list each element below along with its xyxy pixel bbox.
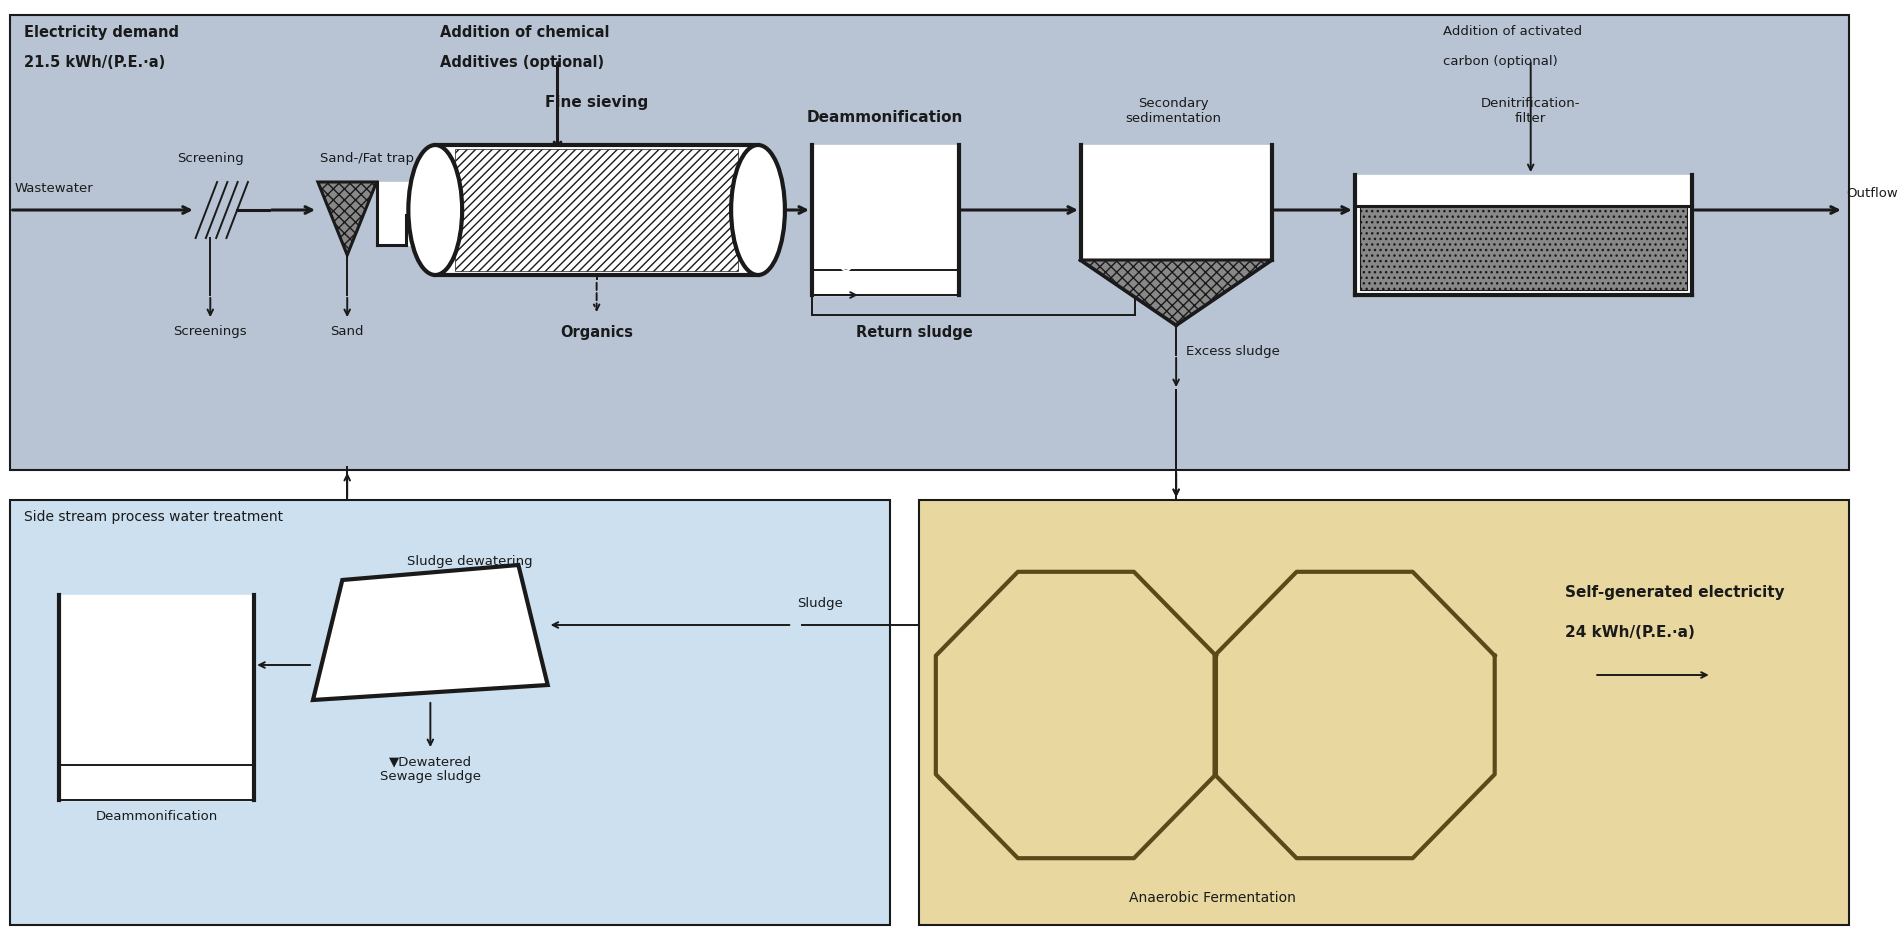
Text: Addition of chemical: Addition of chemical	[441, 25, 610, 40]
Bar	[435, 145, 758, 275]
Polygon shape	[376, 182, 416, 245]
Polygon shape	[1215, 572, 1494, 858]
Text: Fine sieving: Fine sieving	[546, 95, 648, 110]
Text: Secondary
sedimentation: Secondary sedimentation	[1125, 97, 1222, 125]
Text: carbon (optional): carbon (optional)	[1443, 55, 1557, 68]
Text: Anaerobic Fermentation: Anaerobic Fermentation	[1129, 891, 1296, 905]
Text: 24 kWh/(P.E.·a): 24 kWh/(P.E.·a)	[1565, 625, 1696, 640]
Bar	[10, 500, 890, 925]
Text: Side stream process water treatment: Side stream process water treatment	[25, 510, 283, 524]
Text: Return sludge: Return sludge	[855, 325, 973, 340]
Polygon shape	[1082, 260, 1272, 325]
Polygon shape	[1082, 260, 1272, 325]
Text: Organics: Organics	[561, 325, 633, 340]
Text: Excess sludge: Excess sludge	[1186, 345, 1279, 358]
Text: ▼Dewatered
Sewage sludge: ▼Dewatered Sewage sludge	[380, 755, 481, 783]
Text: Additives (optional): Additives (optional)	[441, 55, 605, 70]
Text: Wastewater: Wastewater	[15, 182, 93, 195]
Polygon shape	[317, 182, 376, 255]
Text: Sand-/Fat trap: Sand-/Fat trap	[319, 152, 414, 165]
Ellipse shape	[409, 145, 462, 275]
Bar	[454, 149, 738, 271]
Text: Sludge dewatering: Sludge dewatering	[407, 555, 532, 568]
Text: Screening: Screening	[177, 152, 243, 165]
Text: Sludge: Sludge	[797, 597, 842, 610]
Polygon shape	[812, 145, 958, 295]
Polygon shape	[59, 595, 255, 800]
Text: Electricity demand: Electricity demand	[25, 25, 179, 40]
Text: Outflow: Outflow	[1846, 187, 1899, 200]
Text: 21.5 kWh/(P.E.·a): 21.5 kWh/(P.E.·a)	[25, 55, 165, 70]
Polygon shape	[1082, 145, 1272, 260]
Polygon shape	[317, 182, 376, 255]
Text: Addition of activated: Addition of activated	[1443, 25, 1582, 38]
Bar	[1359, 206, 1688, 290]
Text: Sand: Sand	[331, 325, 363, 338]
Text: Deammonification: Deammonification	[806, 110, 964, 125]
Polygon shape	[1355, 175, 1692, 295]
Text: Screenings: Screenings	[173, 325, 247, 338]
Polygon shape	[935, 572, 1217, 858]
Text: Deammonification: Deammonification	[95, 810, 217, 823]
Bar	[10, 15, 1848, 470]
Text: Self-generated electricity: Self-generated electricity	[1565, 585, 1785, 600]
Bar	[920, 500, 1848, 925]
Polygon shape	[314, 565, 547, 700]
Text: Denitrification-
filter: Denitrification- filter	[1481, 97, 1580, 125]
Ellipse shape	[732, 145, 785, 275]
